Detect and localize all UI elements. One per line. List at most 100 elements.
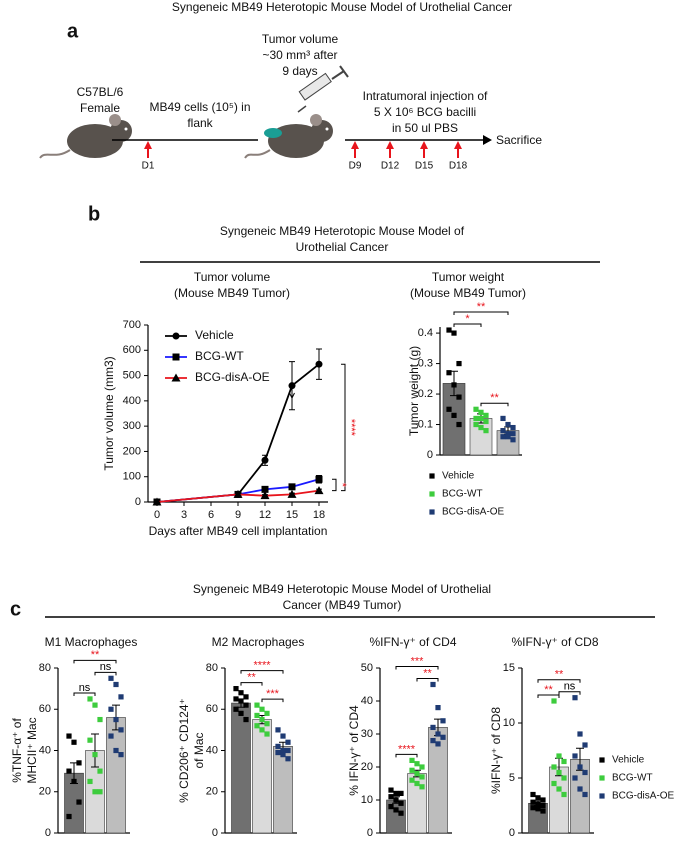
y-axis-label: % CD206⁺ CD124⁺ [177, 698, 191, 803]
data-point [409, 757, 415, 763]
data-point [414, 780, 420, 787]
panel-title: Cancer (MB49 Tumor) [283, 598, 402, 612]
significance-bracket [73, 692, 96, 696]
data-point [275, 727, 281, 733]
x-tick-label: 6 [208, 509, 214, 521]
significance-label: ns [100, 661, 112, 673]
marker [315, 475, 323, 483]
data-point [388, 794, 394, 800]
data-point [473, 421, 479, 428]
marker [260, 491, 270, 500]
y-tick-label: 15 [503, 662, 515, 674]
data-point [456, 394, 462, 400]
data-point [446, 406, 452, 412]
data-point [259, 706, 265, 712]
y-tick-label: 0 [509, 827, 515, 839]
chart-title: %IFN-γ⁺ of CD4 [369, 635, 456, 649]
y-tick-label: 80 [39, 662, 51, 674]
legend-label: BCG-disA-OE [612, 791, 675, 802]
y-axis-label: %IFN-γ⁺ of CD8 [489, 707, 503, 794]
y-tick-label: 0.4 [418, 327, 433, 339]
data-point [285, 739, 291, 745]
tumor-label: 9 days [282, 64, 317, 78]
data-point [535, 806, 541, 812]
inoculation-label: flank [187, 116, 213, 130]
data-point [108, 733, 114, 739]
data-point [572, 753, 578, 759]
data-point [500, 428, 506, 434]
data-point [87, 696, 93, 702]
legend-marker [429, 473, 435, 479]
data-point [280, 733, 286, 739]
legend-marker [599, 793, 605, 799]
data-point [393, 790, 399, 796]
marker [171, 373, 181, 382]
data-point [473, 406, 479, 412]
data-point [66, 768, 72, 774]
bar [231, 702, 251, 834]
legend-label: BCG-WT [195, 349, 244, 363]
y-tick-label: 0.3 [418, 357, 433, 369]
timepoint-arrowhead [420, 141, 428, 149]
data-point [108, 706, 114, 712]
timepoint-label: D12 [381, 161, 400, 172]
data-point [451, 412, 457, 418]
data-point [500, 415, 506, 422]
data-point [440, 718, 446, 724]
data-point [92, 702, 98, 708]
marker [315, 360, 323, 368]
panel-title: Syngeneic MB49 Heterotopic Mouse Model o… [220, 224, 465, 238]
data-point [92, 752, 98, 758]
data-point [97, 789, 103, 795]
error-bar [91, 733, 99, 768]
data-point [510, 431, 516, 437]
data-point [530, 799, 536, 805]
bar [469, 418, 493, 456]
data-point [76, 760, 82, 766]
data-point [285, 747, 291, 754]
data-point [556, 753, 562, 759]
data-point [87, 778, 93, 785]
y-tick-label: 10 [503, 717, 515, 729]
data-point [435, 731, 441, 737]
data-point [259, 716, 265, 723]
data-point [393, 807, 399, 813]
panel-title: Urothelial Cancer [296, 240, 389, 254]
y-tick-label: 40 [361, 695, 373, 707]
significance-label: *** [266, 688, 280, 700]
significance-bracket [332, 478, 337, 492]
significance-bracket [94, 671, 117, 676]
data-point [275, 749, 281, 756]
data-point [456, 360, 462, 367]
chart-title: %IFN-γ⁺ of CD8 [511, 635, 598, 649]
legend-marker [429, 509, 435, 515]
data-point [446, 370, 452, 376]
legend-label: Vehicle [442, 471, 475, 482]
data-point [118, 727, 124, 733]
significance-label: * [465, 313, 470, 325]
legend-label: BCG-WT [612, 773, 653, 784]
data-point [451, 330, 457, 336]
chart-title: M2 Macrophages [212, 635, 305, 649]
data-point [483, 412, 489, 418]
data-point [478, 415, 484, 422]
significance-label: ** [477, 301, 486, 313]
timeline-arrowhead [483, 135, 492, 145]
data-point [430, 738, 436, 744]
endpoint-label: Sacrifice [496, 133, 542, 147]
mouse-icon [244, 114, 333, 159]
significance-bracket [537, 679, 581, 683]
data-point [118, 752, 124, 758]
data-point [238, 690, 244, 696]
y-tick-label: 5 [509, 772, 515, 784]
data-point [264, 721, 270, 727]
chart-title: Tumor weight [432, 270, 505, 284]
chart-title: M1 Macrophages [45, 635, 138, 649]
significance-bracket [240, 670, 284, 674]
legend-label: BCG-disA-OE [442, 507, 505, 518]
data-point [243, 716, 249, 723]
y-tick-label: 400 [123, 395, 141, 407]
data-point [540, 797, 546, 803]
marker [314, 486, 324, 495]
data-point [551, 698, 557, 704]
